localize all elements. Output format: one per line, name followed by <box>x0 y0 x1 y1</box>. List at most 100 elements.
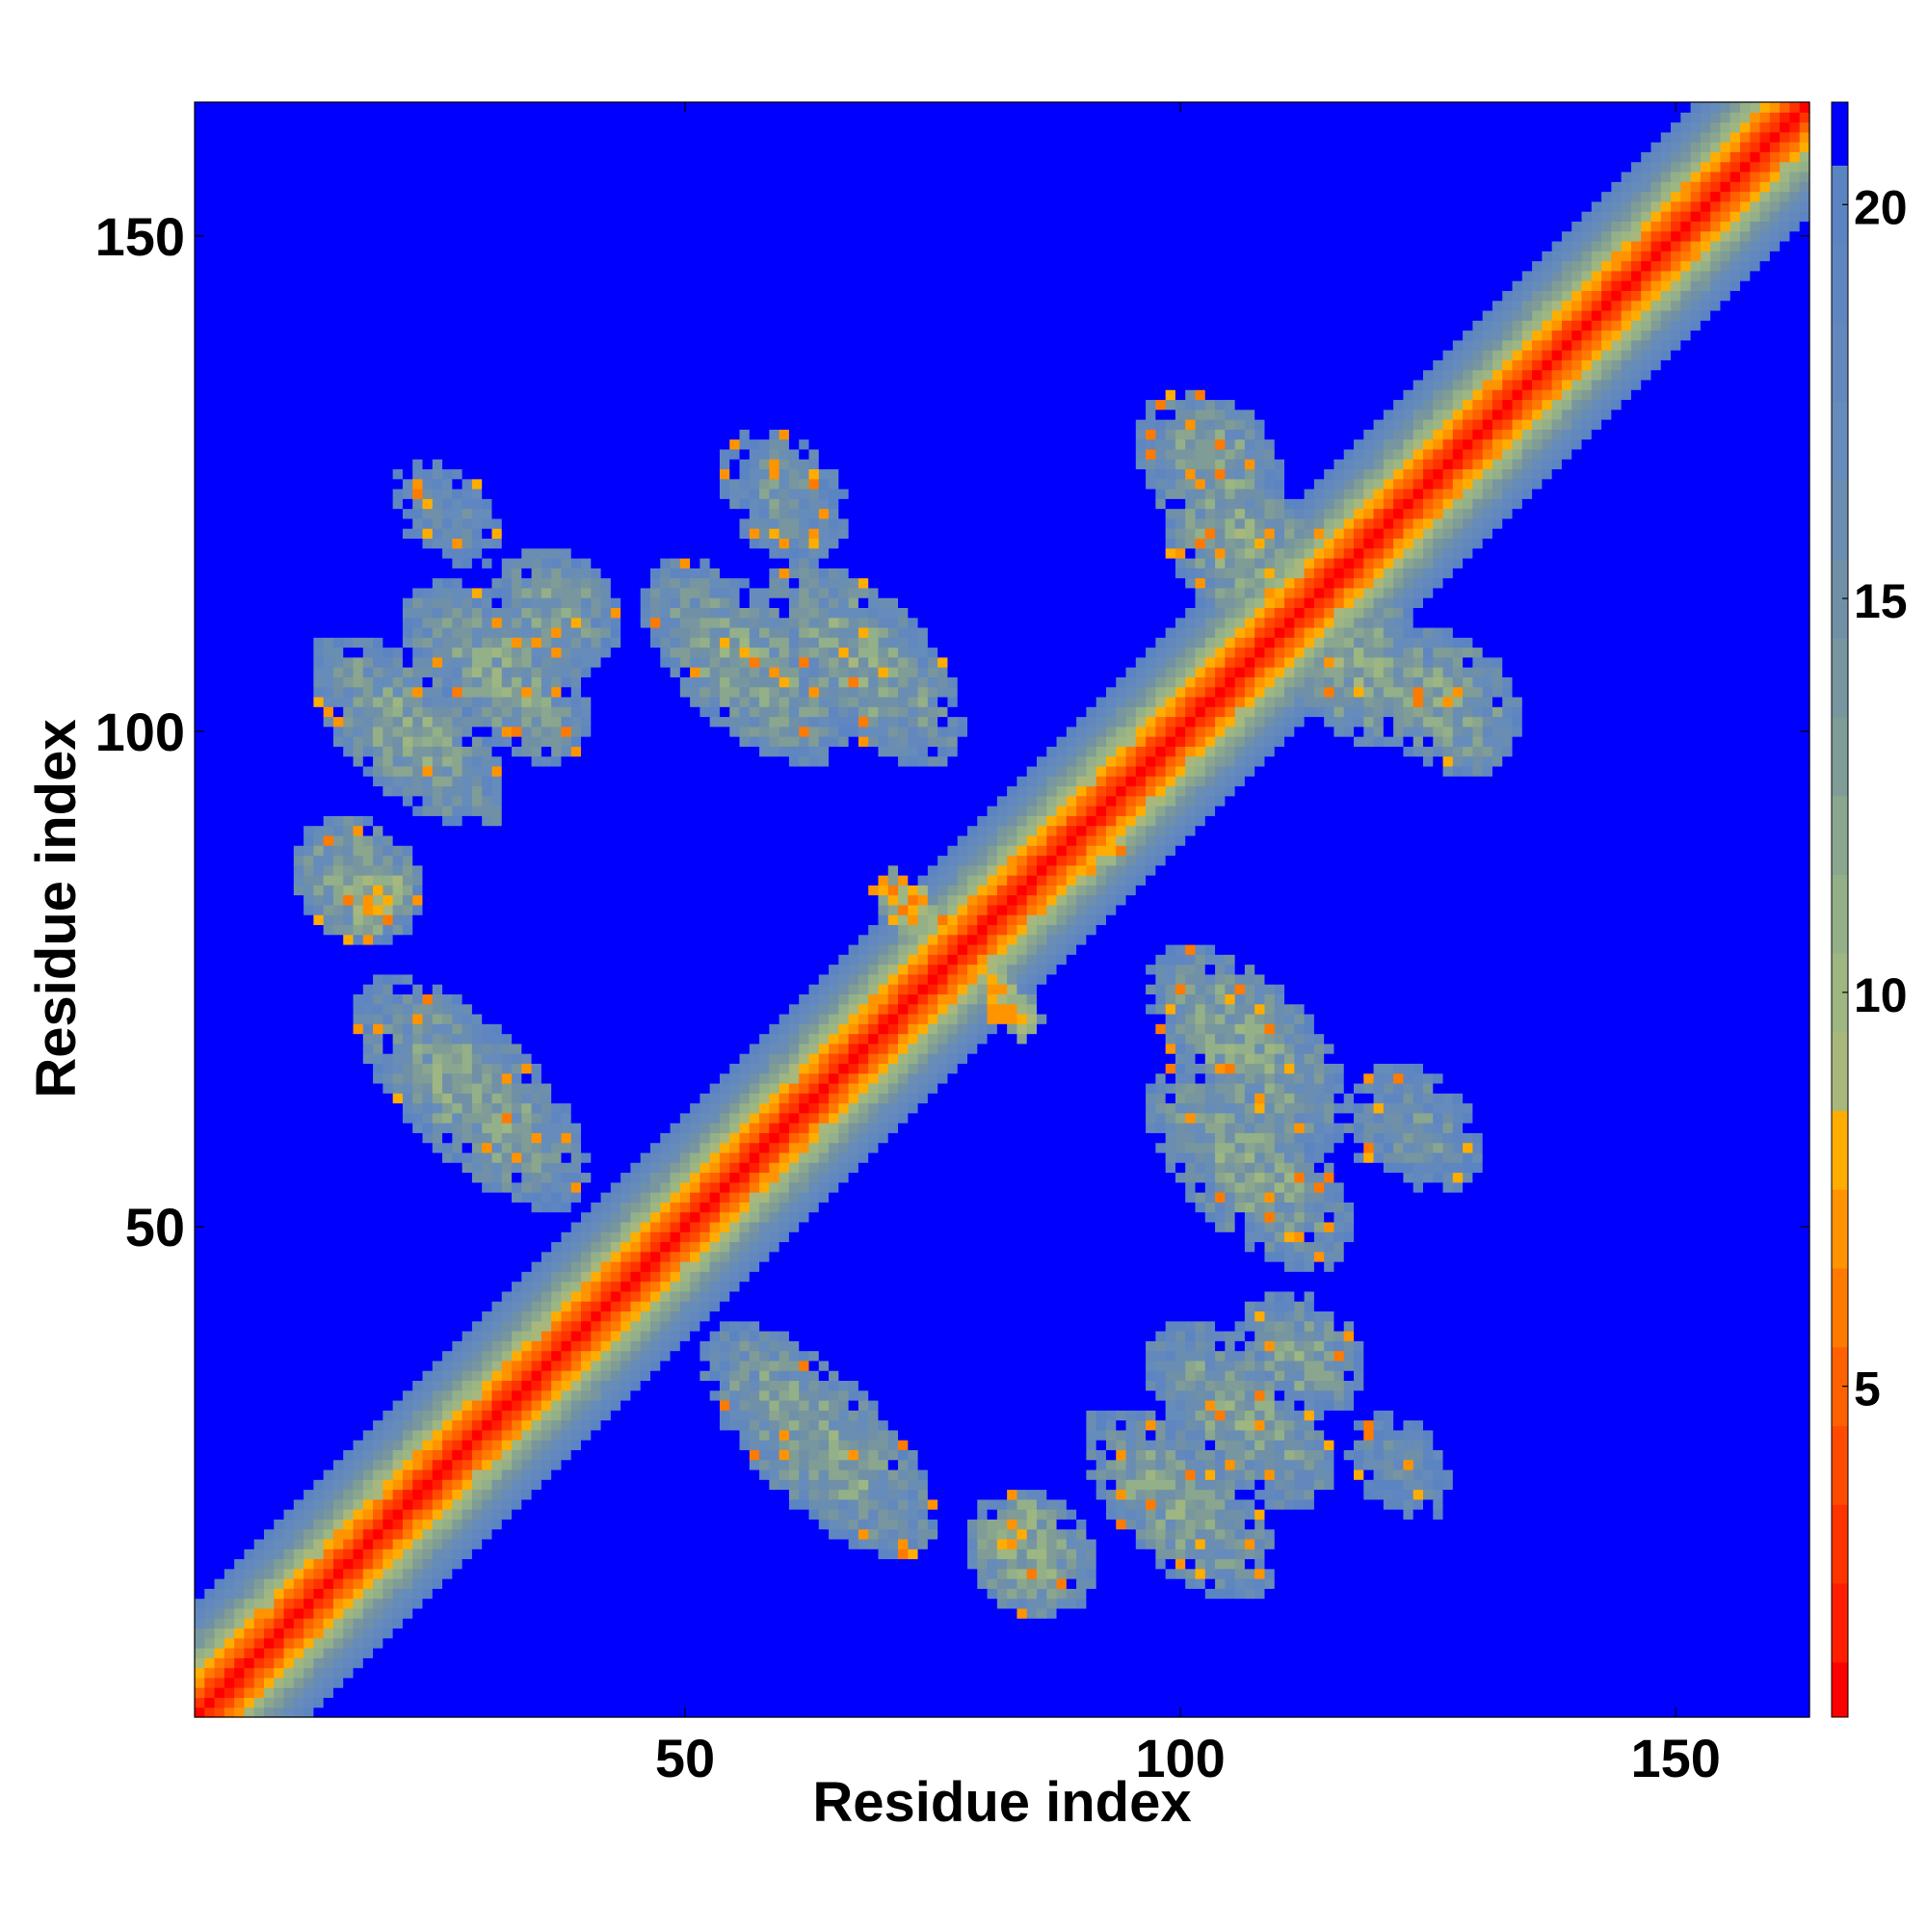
heatmap-cell <box>452 885 462 895</box>
heatmap-cell <box>422 845 433 856</box>
heatmap-cell <box>264 1023 275 1034</box>
heatmap-cell <box>442 905 453 915</box>
heatmap-cell <box>452 637 462 648</box>
heatmap-cell <box>284 1390 295 1401</box>
heatmap-cell <box>373 459 383 469</box>
heatmap-cell <box>354 1599 364 1609</box>
heatmap-cell <box>442 1023 453 1034</box>
heatmap-cell <box>195 1282 205 1292</box>
heatmap-cell <box>412 340 423 351</box>
heatmap-cell <box>412 954 423 965</box>
heatmap-cell <box>284 301 295 311</box>
heatmap-cell <box>433 112 443 122</box>
heatmap-cell <box>442 1271 453 1282</box>
heatmap-cell <box>333 905 344 915</box>
heatmap-cell <box>433 1539 443 1549</box>
heatmap-cell <box>195 1093 205 1103</box>
heatmap-cell <box>452 439 462 450</box>
heatmap-cell <box>343 280 354 291</box>
heatmap-cell <box>422 568 433 578</box>
heatmap-cell <box>472 359 483 370</box>
heatmap-cell <box>234 1638 245 1649</box>
heatmap-cell <box>333 359 344 370</box>
heatmap-cell <box>254 648 265 658</box>
heatmap-cell <box>482 1648 492 1658</box>
heatmap-cell <box>264 1657 275 1668</box>
heatmap-cell <box>373 1519 383 1529</box>
heatmap-cell <box>393 1212 404 1223</box>
heatmap-cell <box>274 280 284 291</box>
heatmap-cell <box>195 1668 205 1679</box>
heatmap-cell <box>433 498 443 509</box>
heatmap-cell <box>224 1093 235 1103</box>
heatmap-cell <box>442 1440 453 1450</box>
heatmap-cell <box>244 439 254 450</box>
heatmap-cell <box>363 597 374 608</box>
heatmap-cell <box>234 419 245 430</box>
heatmap-cell <box>264 597 275 608</box>
heatmap-cell <box>274 1113 284 1124</box>
heatmap-cell <box>224 132 235 143</box>
heatmap-cell <box>354 389 364 400</box>
heatmap-cell <box>234 1519 245 1529</box>
heatmap-cell <box>244 310 254 321</box>
heatmap-cell <box>412 399 423 410</box>
heatmap-cell <box>333 597 344 608</box>
heatmap-cell <box>383 290 393 301</box>
heatmap-cell <box>313 1578 324 1589</box>
heatmap-cell <box>284 221 295 231</box>
heatmap-cell <box>254 746 265 756</box>
heatmap-cell <box>215 796 225 807</box>
heatmap-cell <box>333 618 344 628</box>
heatmap-cell <box>403 548 413 559</box>
heatmap-cell <box>284 449 295 460</box>
heatmap-cell <box>452 1618 462 1628</box>
heatmap-cell <box>433 1380 443 1390</box>
heatmap-cell <box>472 1132 483 1143</box>
heatmap-cell <box>442 1390 453 1401</box>
heatmap-cell <box>442 1103 453 1114</box>
heatmap-cell <box>284 806 295 816</box>
heatmap-cell <box>472 1044 483 1054</box>
heatmap-cell <box>412 518 423 529</box>
heatmap-cell <box>294 241 304 251</box>
heatmap-cell <box>244 548 254 559</box>
heatmap-cell <box>482 1707 492 1718</box>
heatmap-cell <box>412 815 423 826</box>
heatmap-cell <box>313 380 324 390</box>
heatmap-cell <box>234 676 245 687</box>
heatmap-cell <box>204 389 215 400</box>
heatmap-cell <box>195 340 205 351</box>
heatmap-cell <box>254 676 265 687</box>
heatmap-cell <box>363 1469 374 1480</box>
heatmap-cell <box>412 350 423 360</box>
heatmap-cell <box>422 528 433 539</box>
heatmap-cell <box>284 142 295 152</box>
heatmap-cell <box>313 1093 324 1103</box>
heatmap-cell <box>264 984 275 994</box>
heatmap-cell <box>244 1499 254 1510</box>
heatmap-cell <box>294 717 304 728</box>
heatmap-cell <box>422 1340 433 1351</box>
heatmap-cell <box>304 568 314 578</box>
heatmap-cell <box>333 845 344 856</box>
heatmap-cell <box>313 1162 324 1173</box>
heatmap-cell <box>204 1351 215 1362</box>
heatmap-cell <box>383 756 393 767</box>
heatmap-cell <box>234 736 245 747</box>
heatmap-cell <box>224 637 235 648</box>
heatmap-cell <box>363 1440 374 1450</box>
heatmap-cell <box>373 1063 383 1073</box>
heatmap-cell <box>215 181 225 192</box>
heatmap-cell <box>274 885 284 895</box>
heatmap-cell <box>224 479 235 490</box>
heatmap-cell <box>244 1410 254 1420</box>
heatmap-cell <box>393 1172 404 1182</box>
heatmap-cell <box>433 568 443 578</box>
heatmap-cell <box>442 112 453 122</box>
heatmap-cell <box>403 538 413 548</box>
heatmap-cell <box>244 1539 254 1549</box>
heatmap-cell <box>234 1271 245 1282</box>
heatmap-cell <box>234 657 245 668</box>
heatmap-cell <box>363 895 374 906</box>
